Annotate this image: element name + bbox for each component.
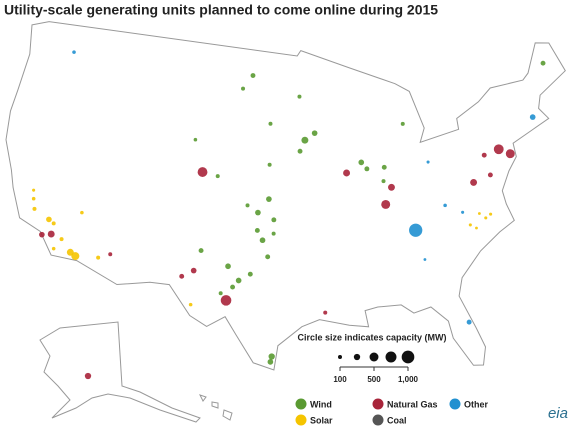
plant (423, 258, 427, 261)
plant (230, 284, 236, 290)
legend-swatch (295, 414, 307, 426)
plant (297, 94, 302, 99)
plant (487, 172, 493, 178)
size-legend-circle (385, 351, 397, 363)
plant (493, 144, 504, 155)
plant (311, 130, 318, 136)
plant (266, 196, 272, 202)
size-legend-label: 500 (367, 375, 381, 384)
plant (470, 178, 478, 186)
plant (46, 216, 52, 223)
plant (489, 212, 493, 216)
plant (245, 203, 250, 208)
legend-label: Wind (310, 399, 332, 409)
plant (265, 254, 271, 260)
plant (364, 166, 370, 172)
plant (466, 319, 472, 325)
plant (481, 152, 487, 158)
size-legend-circle (401, 350, 415, 364)
hawaii-outline (199, 394, 233, 421)
plant (96, 255, 101, 260)
size-legend-circle (338, 355, 342, 359)
plant (247, 271, 253, 277)
plant (267, 162, 272, 167)
plant (268, 121, 273, 126)
plant (297, 148, 303, 154)
legend-label: Solar (310, 415, 333, 425)
plant (31, 196, 36, 201)
plant (71, 252, 80, 261)
plant (540, 60, 546, 66)
plant (443, 203, 447, 208)
plant (388, 183, 395, 191)
legend-label: Coal (387, 415, 407, 425)
plant (235, 277, 242, 284)
map-title: Utility-scale generating units planned t… (4, 2, 438, 18)
plant (250, 73, 256, 78)
plant (190, 267, 197, 274)
plant (51, 221, 56, 226)
plant (343, 169, 351, 177)
legend-swatch (449, 398, 461, 410)
plant (215, 174, 220, 179)
plant (255, 209, 261, 216)
plant (197, 167, 208, 177)
plant (268, 353, 275, 360)
plant (72, 50, 76, 54)
plant (59, 237, 64, 242)
plant (381, 199, 391, 209)
size-legend-title: Circle size indicates capacity (MW) (297, 332, 446, 342)
plant (179, 273, 185, 279)
plant (218, 291, 223, 296)
plant (426, 160, 430, 164)
legend-label: Natural Gas (387, 399, 438, 409)
plant (484, 216, 488, 220)
plant (475, 226, 478, 230)
plant (220, 295, 232, 306)
plant (400, 121, 405, 126)
plant (32, 188, 36, 192)
plant (80, 210, 84, 215)
plant (32, 206, 37, 211)
plant (225, 263, 231, 270)
plant (271, 217, 277, 223)
plant (254, 228, 260, 233)
logo: eia (548, 405, 568, 422)
plant (39, 231, 45, 238)
plant (409, 223, 423, 237)
plant (477, 212, 481, 215)
plant (84, 372, 92, 380)
plant (381, 179, 386, 184)
plant (193, 137, 198, 142)
plant (301, 136, 309, 144)
plant (468, 223, 472, 227)
plant (51, 246, 56, 251)
plant (505, 149, 515, 159)
plant (358, 159, 365, 166)
legend-swatch (372, 414, 384, 426)
plant (108, 252, 113, 257)
plant (381, 164, 387, 170)
plant (461, 210, 465, 214)
size-legend-circle (353, 353, 361, 361)
plant (47, 230, 55, 238)
plant (271, 231, 276, 236)
size-legend-label: 1,000 (398, 375, 419, 384)
legend-swatch (295, 398, 307, 410)
plant (323, 310, 328, 315)
us-outline (5, 21, 566, 371)
plant (259, 237, 266, 244)
legend-swatch (372, 398, 384, 410)
size-legend-circle (369, 352, 379, 362)
alaska-outline (39, 321, 201, 423)
plant (267, 359, 274, 365)
plant (198, 248, 204, 254)
size-legend-label: 100 (333, 375, 347, 384)
plant (529, 114, 536, 120)
plant (188, 302, 193, 307)
plant (241, 86, 246, 91)
legend-label: Other (464, 399, 489, 409)
